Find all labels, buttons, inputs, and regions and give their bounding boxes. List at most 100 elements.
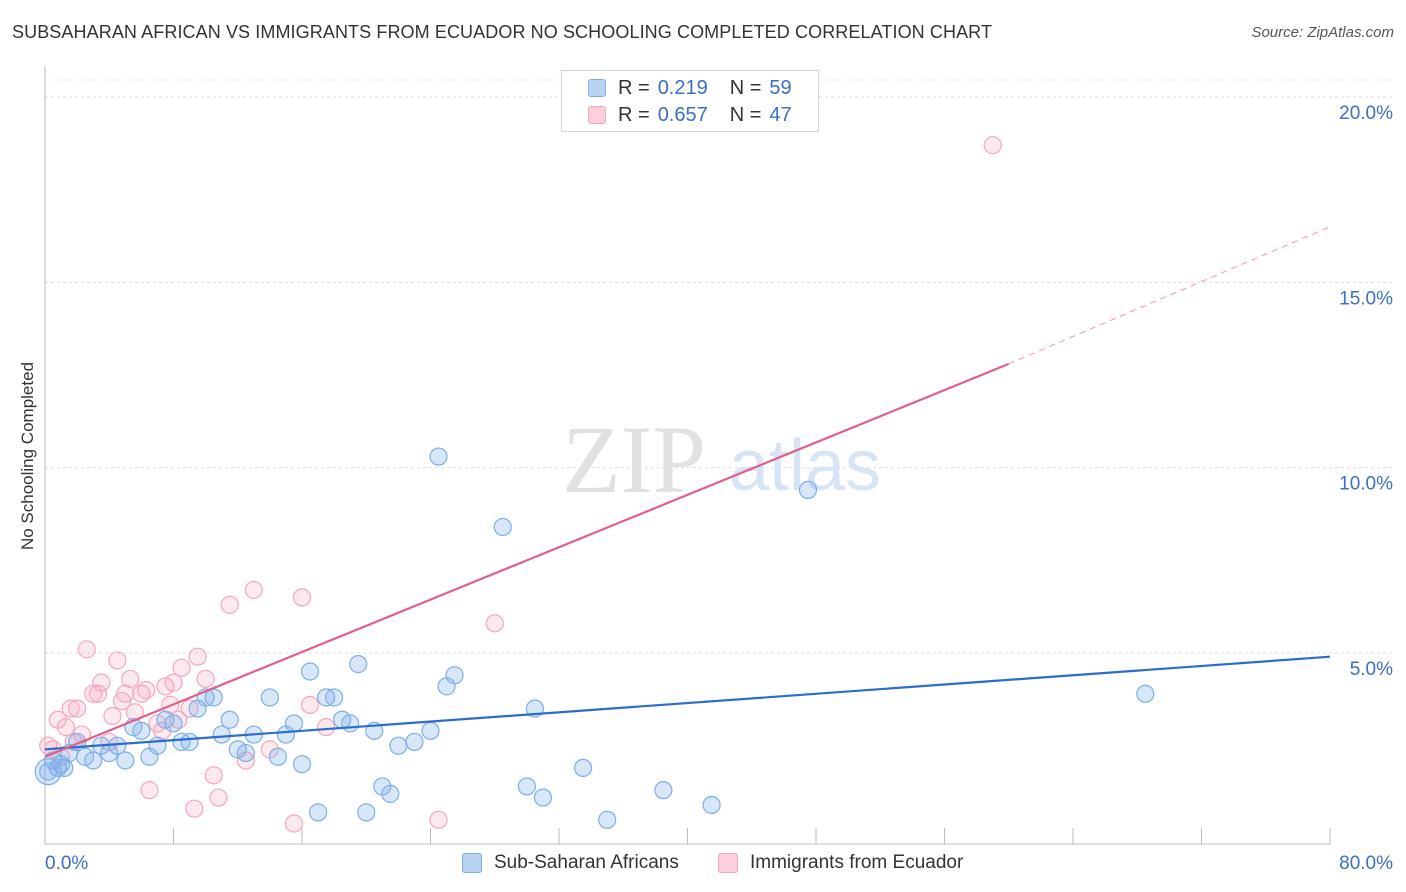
- point-subsaharan: [421, 721, 440, 740]
- point-subsaharan: [341, 714, 360, 733]
- point-subsaharan: [308, 803, 328, 822]
- tick-labels: 5.0% 10.0% 15.0% 20.0% 0.0% 80.0%: [45, 103, 1393, 874]
- point-subsaharan: [445, 666, 464, 685]
- point-subsaharan: [798, 480, 818, 500]
- point-subsaharan: [429, 447, 448, 466]
- point-ecuador: [121, 669, 140, 689]
- legend-r-value-ecuador: 0.657: [657, 103, 708, 126]
- point-subsaharan: [132, 721, 151, 740]
- point-ecuador: [48, 710, 67, 729]
- point-subsaharan: [300, 662, 320, 681]
- point-subsaharan: [116, 751, 135, 770]
- point-ecuador: [164, 673, 183, 692]
- point-subsaharan: [212, 725, 231, 744]
- point-subsaharan: [598, 810, 617, 829]
- legend-row-subsaharan: R = 0.219 N = 59: [588, 75, 792, 101]
- bottom-legend-label-subsaharan: Sub-Saharan Africans: [494, 852, 679, 873]
- point-subsaharan: [405, 732, 424, 752]
- trend-line-ecuador: [44, 362, 1010, 758]
- point-subsaharan: [533, 788, 553, 807]
- point-subsaharan: [284, 714, 304, 733]
- point-subsaharan: [260, 688, 279, 707]
- point-subsaharan: [389, 736, 408, 755]
- point-ecuador: [316, 718, 336, 737]
- trend-line-subsaharan: [44, 655, 1331, 751]
- bottom-legend-subsaharan: Sub-Saharan Africans: [462, 852, 679, 874]
- legend-n-label: N =: [729, 76, 762, 99]
- point-ecuador: [485, 614, 504, 633]
- point-ecuador: [429, 810, 448, 829]
- point-ecuador: [185, 799, 204, 818]
- point-subsaharan: [1136, 684, 1155, 703]
- point-subsaharan: [164, 714, 183, 733]
- point-ecuador: [137, 680, 156, 700]
- source-note: Source: ZipAtlas.com: [1251, 24, 1394, 41]
- legend-n-value-subsaharan: 59: [769, 76, 792, 99]
- point-subsaharan: [517, 777, 536, 796]
- y-axis-label: No Schooling Completed: [18, 361, 37, 551]
- y-tick-label: 15.0%: [1339, 288, 1393, 309]
- y-tick-label: 5.0%: [1350, 659, 1393, 680]
- point-ecuador: [188, 647, 207, 666]
- legend-r-value-subsaharan: 0.219: [657, 76, 708, 99]
- legend-swatch-subsaharan: [588, 79, 606, 97]
- point-ecuador: [204, 766, 223, 785]
- legend-swatch-ecuador: [588, 106, 606, 124]
- point-subsaharan-cluster: [34, 758, 62, 786]
- legend-r-label: R =: [618, 76, 650, 99]
- legend-n-label: N =: [729, 103, 762, 126]
- point-subsaharan: [148, 736, 167, 755]
- series-subsaharan-points: [34, 447, 1155, 829]
- point-ecuador: [220, 595, 239, 614]
- point-subsaharan: [236, 743, 255, 763]
- point-ecuador: [284, 814, 304, 833]
- point-ecuador: [300, 695, 320, 714]
- legend-n-value-ecuador: 47: [769, 103, 792, 126]
- point-ecuador: [92, 673, 111, 692]
- legend-r-label: R =: [618, 103, 650, 126]
- point-subsaharan: [702, 795, 721, 815]
- axes: [44, 66, 1331, 845]
- point-ecuador: [172, 658, 191, 677]
- point-ecuador: [68, 699, 87, 718]
- bottom-legend-swatch-ecuador: [718, 853, 738, 873]
- point-ecuador: [196, 669, 215, 689]
- point-ecuador: [77, 640, 96, 659]
- point-subsaharan: [84, 751, 103, 770]
- point-ecuador: [140, 781, 159, 800]
- point-ecuador: [209, 788, 228, 807]
- y-tick-label: 10.0%: [1339, 474, 1393, 495]
- bottom-legend-label-ecuador: Immigrants from Ecuador: [750, 852, 964, 873]
- x-tick-label-end: 80.0%: [1339, 853, 1393, 874]
- point-subsaharan: [654, 781, 673, 800]
- chart-title: SUBSAHARAN AFRICAN VS IMMIGRANTS FROM EC…: [12, 22, 993, 42]
- x-tick-label-start: 0.0%: [45, 853, 88, 874]
- point-subsaharan: [357, 803, 376, 822]
- trend-lines: [44, 226, 1331, 758]
- bottom-legend-swatch-subsaharan: [462, 853, 482, 873]
- point-ecuador: [983, 136, 1002, 155]
- watermark-atlas: atlas: [729, 426, 881, 506]
- point-ecuador: [88, 684, 108, 703]
- point-subsaharan: [349, 655, 368, 674]
- point-subsaharan: [268, 747, 288, 766]
- point-ecuador: [61, 699, 80, 718]
- point-subsaharan: [573, 758, 593, 778]
- point-ecuador: [103, 706, 122, 726]
- watermark-zip: ZIP: [562, 406, 706, 513]
- stats-legend: R = 0.219 N = 59 R = 0.657 N = 47: [561, 70, 819, 132]
- legend-row-ecuador: R = 0.657 N = 47: [588, 102, 792, 128]
- point-ecuador: [108, 651, 127, 670]
- point-subsaharan: [325, 688, 344, 707]
- point-subsaharan: [381, 784, 400, 803]
- gridlines: [45, 79, 1393, 654]
- point-subsaharan: [493, 517, 512, 537]
- watermark: ZIP atlas: [562, 406, 881, 513]
- point-ecuador: [244, 580, 263, 600]
- point-ecuador: [292, 588, 312, 607]
- point-subsaharan: [292, 755, 312, 774]
- point-subsaharan: [180, 732, 199, 752]
- bottom-legend-ecuador: Immigrants from Ecuador: [718, 852, 963, 874]
- point-subsaharan: [220, 710, 239, 729]
